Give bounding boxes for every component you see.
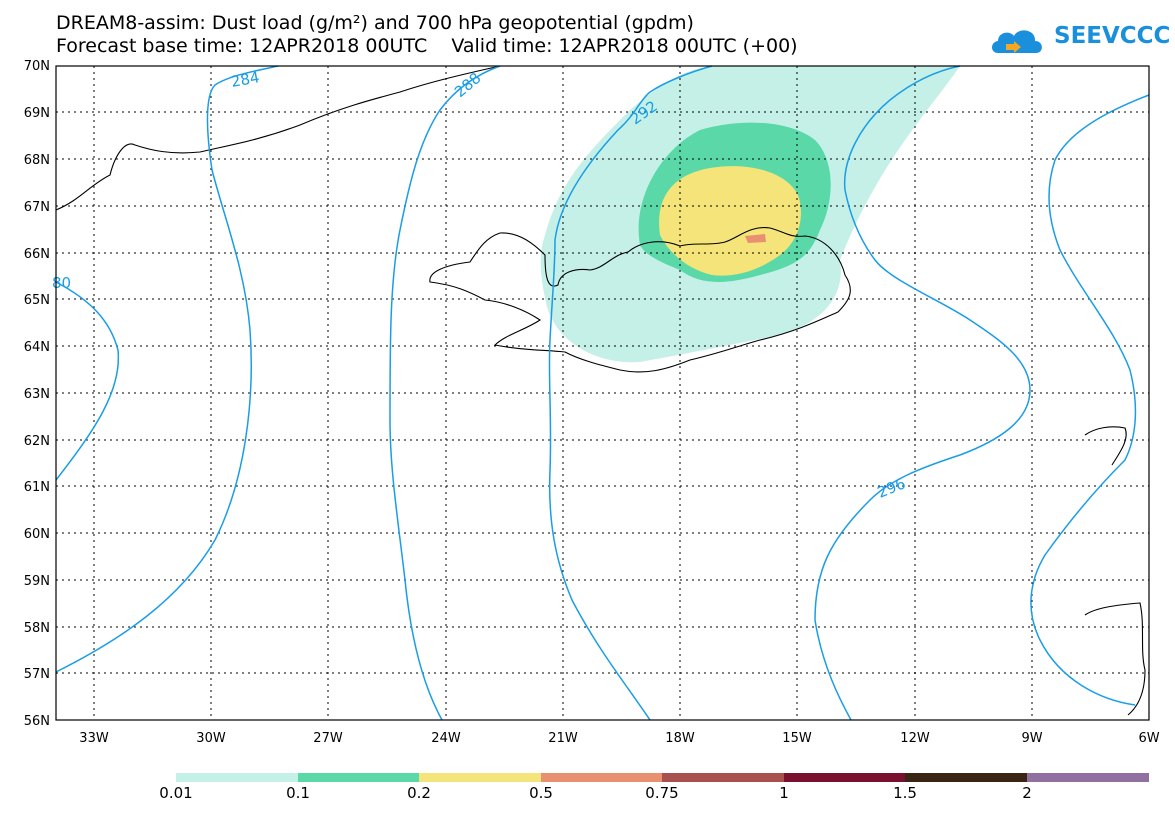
lat-label: 59N xyxy=(24,574,50,589)
title-line-1: DREAM8-assim: Dust load (g/m²) and 700 h… xyxy=(56,12,694,34)
lat-label: 66N xyxy=(24,247,50,262)
contour-label-296: 296 xyxy=(875,474,908,501)
lat-label: 70N xyxy=(24,59,50,74)
colorbar-label: 1 xyxy=(779,784,789,802)
lat-label: 64N xyxy=(24,340,50,355)
contour-label-284: 284 xyxy=(230,68,261,91)
colorbar-swatch xyxy=(176,773,298,782)
contour-line-288 xyxy=(389,65,501,721)
lat-label: 60N xyxy=(24,527,50,542)
logo-cloud-arrow-icon xyxy=(992,30,1042,53)
lon-label: 12W xyxy=(900,731,930,746)
dust-shading xyxy=(540,66,960,363)
lon-label: 6W xyxy=(1138,731,1159,746)
contour-label-80: 80 xyxy=(52,274,71,292)
colorbar-label: 0.2 xyxy=(407,784,431,802)
lat-label: 56N xyxy=(24,714,50,729)
lat-label: 68N xyxy=(24,153,50,168)
lon-label: 27W xyxy=(313,731,343,746)
colorbar-label: 0.1 xyxy=(286,784,310,802)
logo-text: SEEVCCC xyxy=(1054,23,1171,49)
lon-label: 24W xyxy=(431,731,461,746)
lon-label: 30W xyxy=(196,731,226,746)
contour-label-288: 288 xyxy=(451,69,485,101)
dust-level-0-5 xyxy=(745,234,766,243)
gridlines xyxy=(56,66,1149,720)
colorbar-swatch xyxy=(298,773,419,782)
lat-label: 61N xyxy=(24,480,50,495)
contour-line-284-north xyxy=(55,65,279,673)
colorbar-swatch xyxy=(419,773,541,782)
colorbar-swatch xyxy=(662,773,784,782)
lon-label: 33W xyxy=(79,731,109,746)
colorbar-swatch xyxy=(1027,773,1149,782)
title-line-2: Forecast base time: 12APR2018 00UTC Vali… xyxy=(56,35,798,57)
contour-line-280 xyxy=(55,281,120,481)
geopotential-contours xyxy=(55,65,1150,721)
colorbar-swatch xyxy=(905,773,1027,782)
coastlines xyxy=(55,65,1146,716)
colorbar-swatch xyxy=(784,773,905,782)
coastline-faroes xyxy=(1084,426,1127,466)
colorbar-swatch xyxy=(541,773,662,782)
lat-axis: 70N 69N 68N 67N 66N 65N 64N 63N 62N 61N … xyxy=(24,59,50,729)
lat-label: 67N xyxy=(24,200,50,215)
map-frame xyxy=(55,65,1150,721)
lat-label: 57N xyxy=(24,667,50,682)
colorbar-label: 2 xyxy=(1022,784,1032,802)
lat-label: 58N xyxy=(24,621,50,636)
colorbar-label: 0.75 xyxy=(645,784,679,802)
dust-level-0-2 xyxy=(659,166,801,276)
lon-label: 18W xyxy=(665,731,695,746)
lon-label: 9W xyxy=(1021,731,1042,746)
lat-label: 63N xyxy=(24,387,50,402)
contour-line-east xyxy=(1030,94,1150,706)
lat-label: 69N xyxy=(24,106,50,121)
lat-label: 65N xyxy=(24,293,50,308)
lon-label: 15W xyxy=(782,731,812,746)
lat-label: 62N xyxy=(24,434,50,449)
lon-label: 21W xyxy=(548,731,578,746)
coastline-greenland xyxy=(55,65,501,211)
colorbar-label: 0.5 xyxy=(529,784,553,802)
contour-line-296 xyxy=(814,65,1031,721)
coastline-iceland xyxy=(429,227,851,373)
contour-line-292 xyxy=(548,65,713,721)
colorbar xyxy=(176,773,1149,782)
coastline-scotland xyxy=(1084,602,1146,716)
colorbar-label: 0.01 xyxy=(159,784,193,802)
lon-axis: 33W 30W 27W 24W 21W 18W 15W 12W 9W 6W xyxy=(79,731,1159,746)
colorbar-label: 1.5 xyxy=(893,784,917,802)
